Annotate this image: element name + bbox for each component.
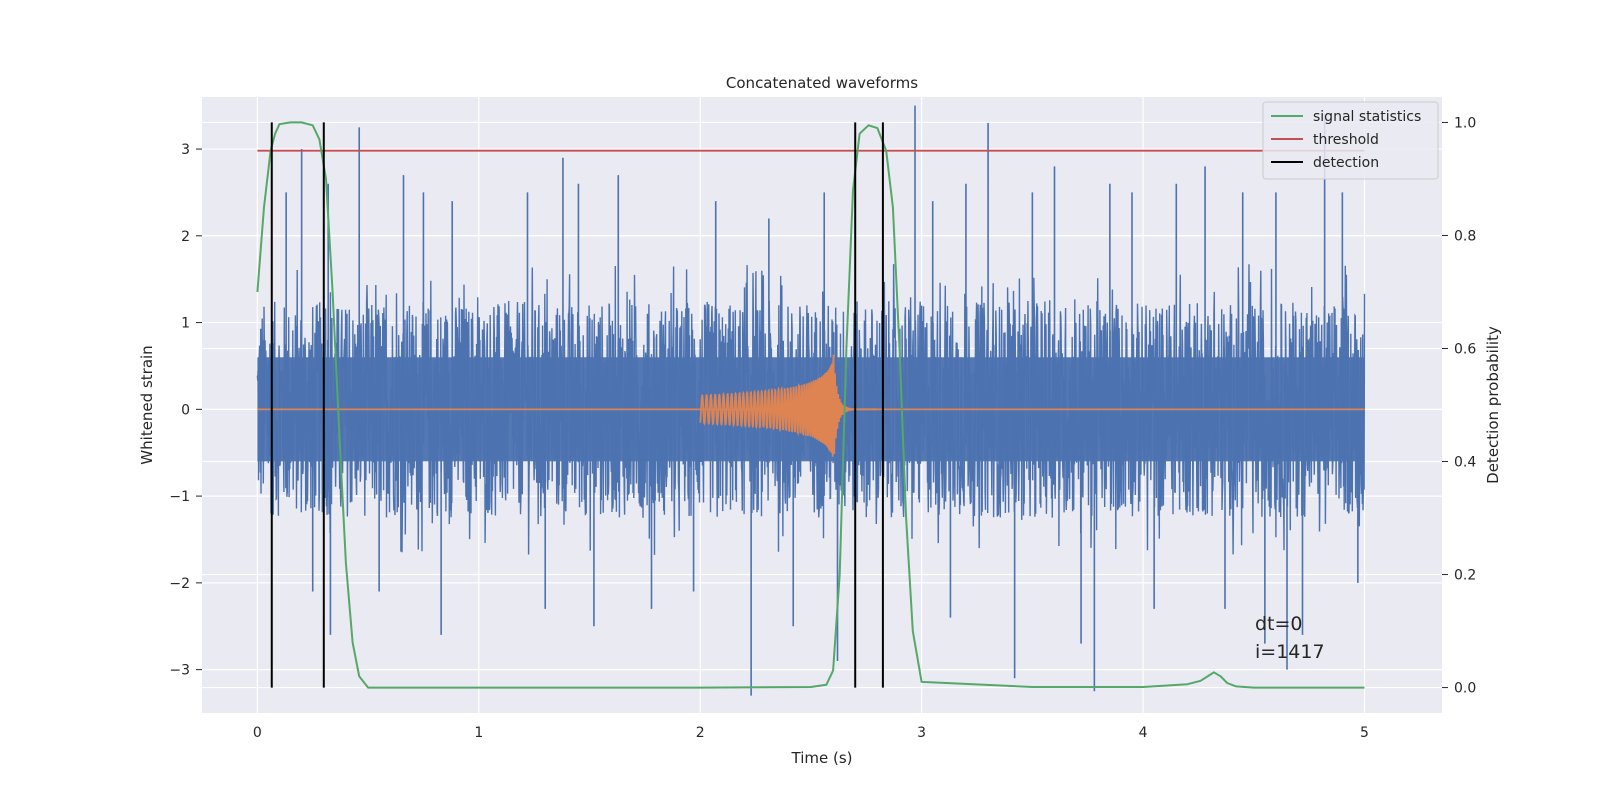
- legend-label-detection: detection: [1313, 155, 1379, 171]
- legend: signal statistics threshold detection: [1262, 101, 1439, 180]
- y-tick-label: 2: [181, 229, 190, 245]
- signal-statistics-line: [256, 121, 1365, 689]
- signal-statistics-series: [256, 121, 1365, 689]
- y-tick-label: −1: [169, 489, 190, 505]
- x-tick-label: 5: [1360, 725, 1369, 741]
- y-axis-label: Whitened strain: [138, 345, 156, 464]
- chart-title: Concatenated waveforms: [726, 74, 918, 92]
- y-right-tick-label: 0.4: [1454, 455, 1476, 471]
- x-tick-label: 0: [253, 725, 262, 741]
- y-right-tick-label: 0.2: [1454, 568, 1476, 584]
- x-tick-label: 1: [474, 725, 483, 741]
- y-tick-label: −2: [169, 576, 190, 592]
- axis-ticks: 0 1 2 3 4 5 −3 −2 −1 0 1 2 3 0.0 0.2 0.4 0.6 0.8 1.0: [169, 115, 1476, 741]
- y-tick-label: 0: [181, 402, 190, 418]
- x-tick-label: 3: [917, 725, 926, 741]
- y-axis-right-label: Detection probability: [1484, 326, 1502, 484]
- annotation-dt: dt=0: [1255, 613, 1303, 635]
- legend-label-signal-statistics: signal statistics: [1313, 109, 1421, 125]
- y-right-tick-label: 0.6: [1454, 341, 1476, 357]
- y-tick-label: −3: [169, 663, 190, 679]
- chirp-trace: [699, 354, 878, 457]
- chirp-series: [699, 354, 878, 457]
- x-tick-label: 4: [1139, 725, 1148, 741]
- annotation-index: i=1417: [1255, 641, 1325, 663]
- y-right-tick-label: 0.8: [1454, 228, 1476, 244]
- detection-series: [270, 122, 884, 688]
- y-tick-label: 1: [181, 316, 190, 332]
- legend-box: [1262, 101, 1439, 180]
- legend-label-threshold: threshold: [1313, 132, 1379, 148]
- y-tick-label: 3: [181, 142, 190, 158]
- x-tick-label: 2: [696, 725, 705, 741]
- y-right-tick-label: 0.0: [1454, 681, 1476, 697]
- y-right-tick-label: 1.0: [1454, 115, 1476, 131]
- x-axis-label: Time (s): [791, 749, 853, 767]
